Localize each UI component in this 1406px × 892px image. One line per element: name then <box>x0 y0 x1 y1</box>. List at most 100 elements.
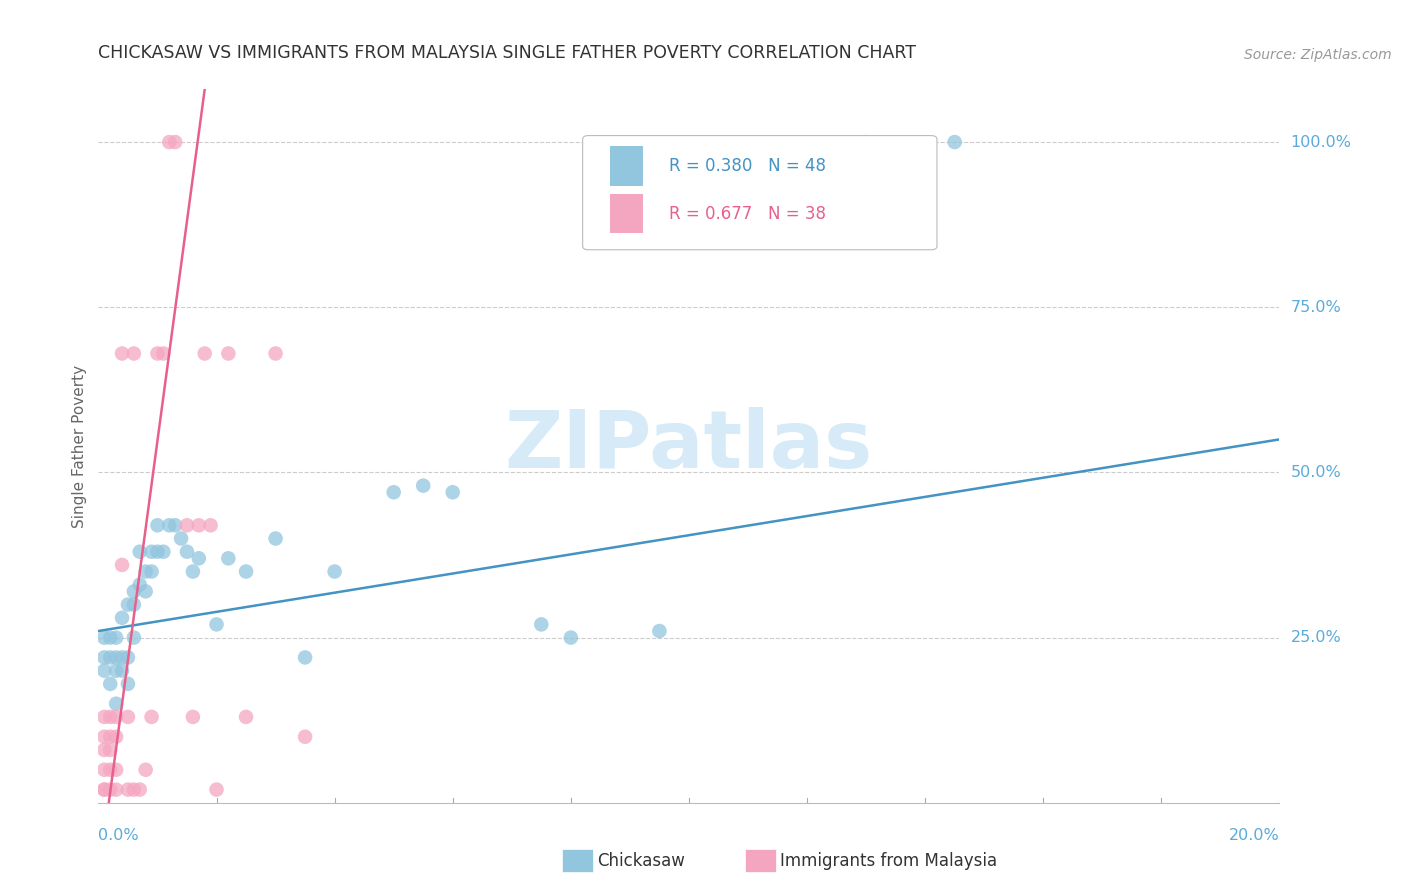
Point <box>117 677 139 691</box>
Point <box>943 135 966 149</box>
Text: 25.0%: 25.0% <box>1291 630 1341 645</box>
Point <box>105 664 128 678</box>
FancyBboxPatch shape <box>582 136 936 250</box>
Point <box>93 730 115 744</box>
Text: 75.0%: 75.0% <box>1291 300 1341 315</box>
Point <box>105 730 128 744</box>
Point <box>560 631 582 645</box>
Point <box>93 782 115 797</box>
Point <box>111 558 134 572</box>
Point <box>146 346 169 360</box>
Point <box>128 545 150 559</box>
Point <box>205 617 228 632</box>
Point <box>111 664 134 678</box>
Point <box>105 631 128 645</box>
Point <box>165 518 187 533</box>
Point <box>152 346 174 360</box>
Point <box>165 135 187 149</box>
Point <box>157 135 180 149</box>
Point <box>187 518 209 533</box>
Text: 20.0%: 20.0% <box>1229 828 1279 843</box>
Point <box>217 346 239 360</box>
Point <box>200 518 222 533</box>
Point <box>855 135 877 149</box>
Point <box>93 743 115 757</box>
Point <box>117 598 139 612</box>
Point <box>128 578 150 592</box>
Point <box>98 650 121 665</box>
Point <box>294 730 316 744</box>
Point <box>146 545 169 559</box>
Point <box>217 551 239 566</box>
Point <box>128 782 150 797</box>
Point <box>441 485 464 500</box>
Point <box>117 782 139 797</box>
Point <box>98 677 121 691</box>
Point <box>93 782 115 797</box>
Point <box>105 697 128 711</box>
Point <box>181 710 204 724</box>
Point <box>98 710 121 724</box>
Point <box>122 584 145 599</box>
Point <box>141 565 163 579</box>
Point <box>98 743 121 757</box>
Point <box>264 346 287 360</box>
Point <box>170 532 193 546</box>
Point <box>111 346 134 360</box>
Point <box>135 565 157 579</box>
Point <box>98 782 121 797</box>
Text: 0.0%: 0.0% <box>98 828 139 843</box>
Point <box>93 631 115 645</box>
Point <box>530 617 553 632</box>
Point <box>105 782 128 797</box>
Text: ZIPatlas: ZIPatlas <box>505 407 873 485</box>
Point <box>264 532 287 546</box>
Point <box>412 478 434 492</box>
Point <box>323 565 346 579</box>
Point <box>122 598 145 612</box>
Point <box>141 710 163 724</box>
Text: 50.0%: 50.0% <box>1291 465 1341 480</box>
Text: Source: ZipAtlas.com: Source: ZipAtlas.com <box>1244 48 1392 62</box>
Point <box>294 650 316 665</box>
Point <box>98 763 121 777</box>
Point <box>111 650 134 665</box>
Point <box>111 611 134 625</box>
Point <box>93 710 115 724</box>
Point <box>122 346 145 360</box>
Point <box>93 664 115 678</box>
FancyBboxPatch shape <box>610 146 643 186</box>
Point <box>122 631 145 645</box>
Point <box>187 551 209 566</box>
FancyBboxPatch shape <box>610 194 643 234</box>
Point <box>146 518 169 533</box>
Y-axis label: Single Father Poverty: Single Father Poverty <box>72 365 87 527</box>
Point <box>117 710 139 724</box>
Point <box>135 584 157 599</box>
Point <box>117 650 139 665</box>
Point <box>181 565 204 579</box>
Text: Chickasaw: Chickasaw <box>598 852 686 870</box>
Point <box>176 545 198 559</box>
Point <box>135 763 157 777</box>
Point <box>98 730 121 744</box>
Point <box>235 710 257 724</box>
Point <box>98 631 121 645</box>
Point <box>235 565 257 579</box>
Point <box>105 710 128 724</box>
Point <box>141 545 163 559</box>
Point <box>648 624 671 638</box>
Point <box>105 650 128 665</box>
Point <box>122 782 145 797</box>
Point <box>382 485 405 500</box>
Text: Immigrants from Malaysia: Immigrants from Malaysia <box>780 852 997 870</box>
Text: 100.0%: 100.0% <box>1291 135 1351 150</box>
Text: R = 0.677   N = 38: R = 0.677 N = 38 <box>669 205 825 223</box>
Point <box>176 518 198 533</box>
Point <box>93 650 115 665</box>
Text: CHICKASAW VS IMMIGRANTS FROM MALAYSIA SINGLE FATHER POVERTY CORRELATION CHART: CHICKASAW VS IMMIGRANTS FROM MALAYSIA SI… <box>98 45 917 62</box>
Point <box>157 518 180 533</box>
Point <box>105 763 128 777</box>
Point <box>152 545 174 559</box>
Text: R = 0.380   N = 48: R = 0.380 N = 48 <box>669 157 825 175</box>
